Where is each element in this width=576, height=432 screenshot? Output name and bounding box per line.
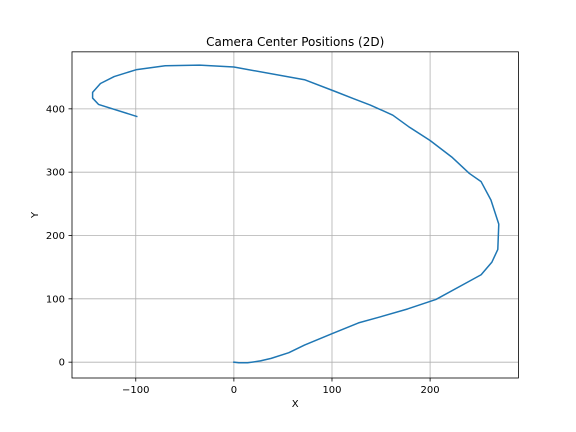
y-tick-label: 400 [46,104,65,115]
x-axis-label: X [292,399,299,410]
y-tick-label: 0 [59,358,65,369]
x-axis-ticks: −100 0 100 200 [122,378,440,396]
grid [72,51,519,378]
plot-frame [71,51,519,379]
x-tick-label: 100 [322,385,341,396]
chart-title: Camera Center Positions (2D) [206,35,384,49]
y-tick-label: 200 [46,231,65,242]
y-axis-ticks: 0 100 200 300 400 [46,104,72,369]
series-layer [91,64,500,364]
camera-path-line [91,64,500,364]
y-tick-label: 300 [46,168,65,179]
y-tick-label: 100 [46,294,65,305]
x-tick-label: 0 [231,385,237,396]
x-tick-label: −100 [122,385,149,396]
y-axis-label: Y [30,211,41,219]
x-tick-label: 200 [421,385,440,396]
